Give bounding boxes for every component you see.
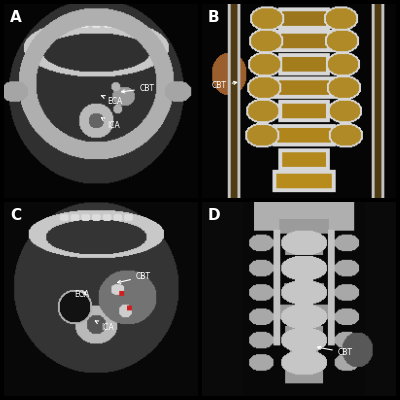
Text: CBT: CBT — [318, 346, 353, 357]
Text: CBT: CBT — [122, 84, 155, 93]
Text: A: A — [10, 10, 22, 25]
Text: ICA: ICA — [101, 118, 120, 130]
Text: CBT: CBT — [118, 272, 151, 283]
Text: D: D — [208, 208, 220, 223]
Text: B: B — [208, 10, 219, 25]
Text: ICA: ICA — [95, 321, 114, 332]
Text: ECA: ECA — [74, 290, 89, 299]
Text: C: C — [10, 208, 21, 223]
Text: CBT: CBT — [212, 81, 237, 90]
Text: ECA: ECA — [101, 96, 122, 106]
